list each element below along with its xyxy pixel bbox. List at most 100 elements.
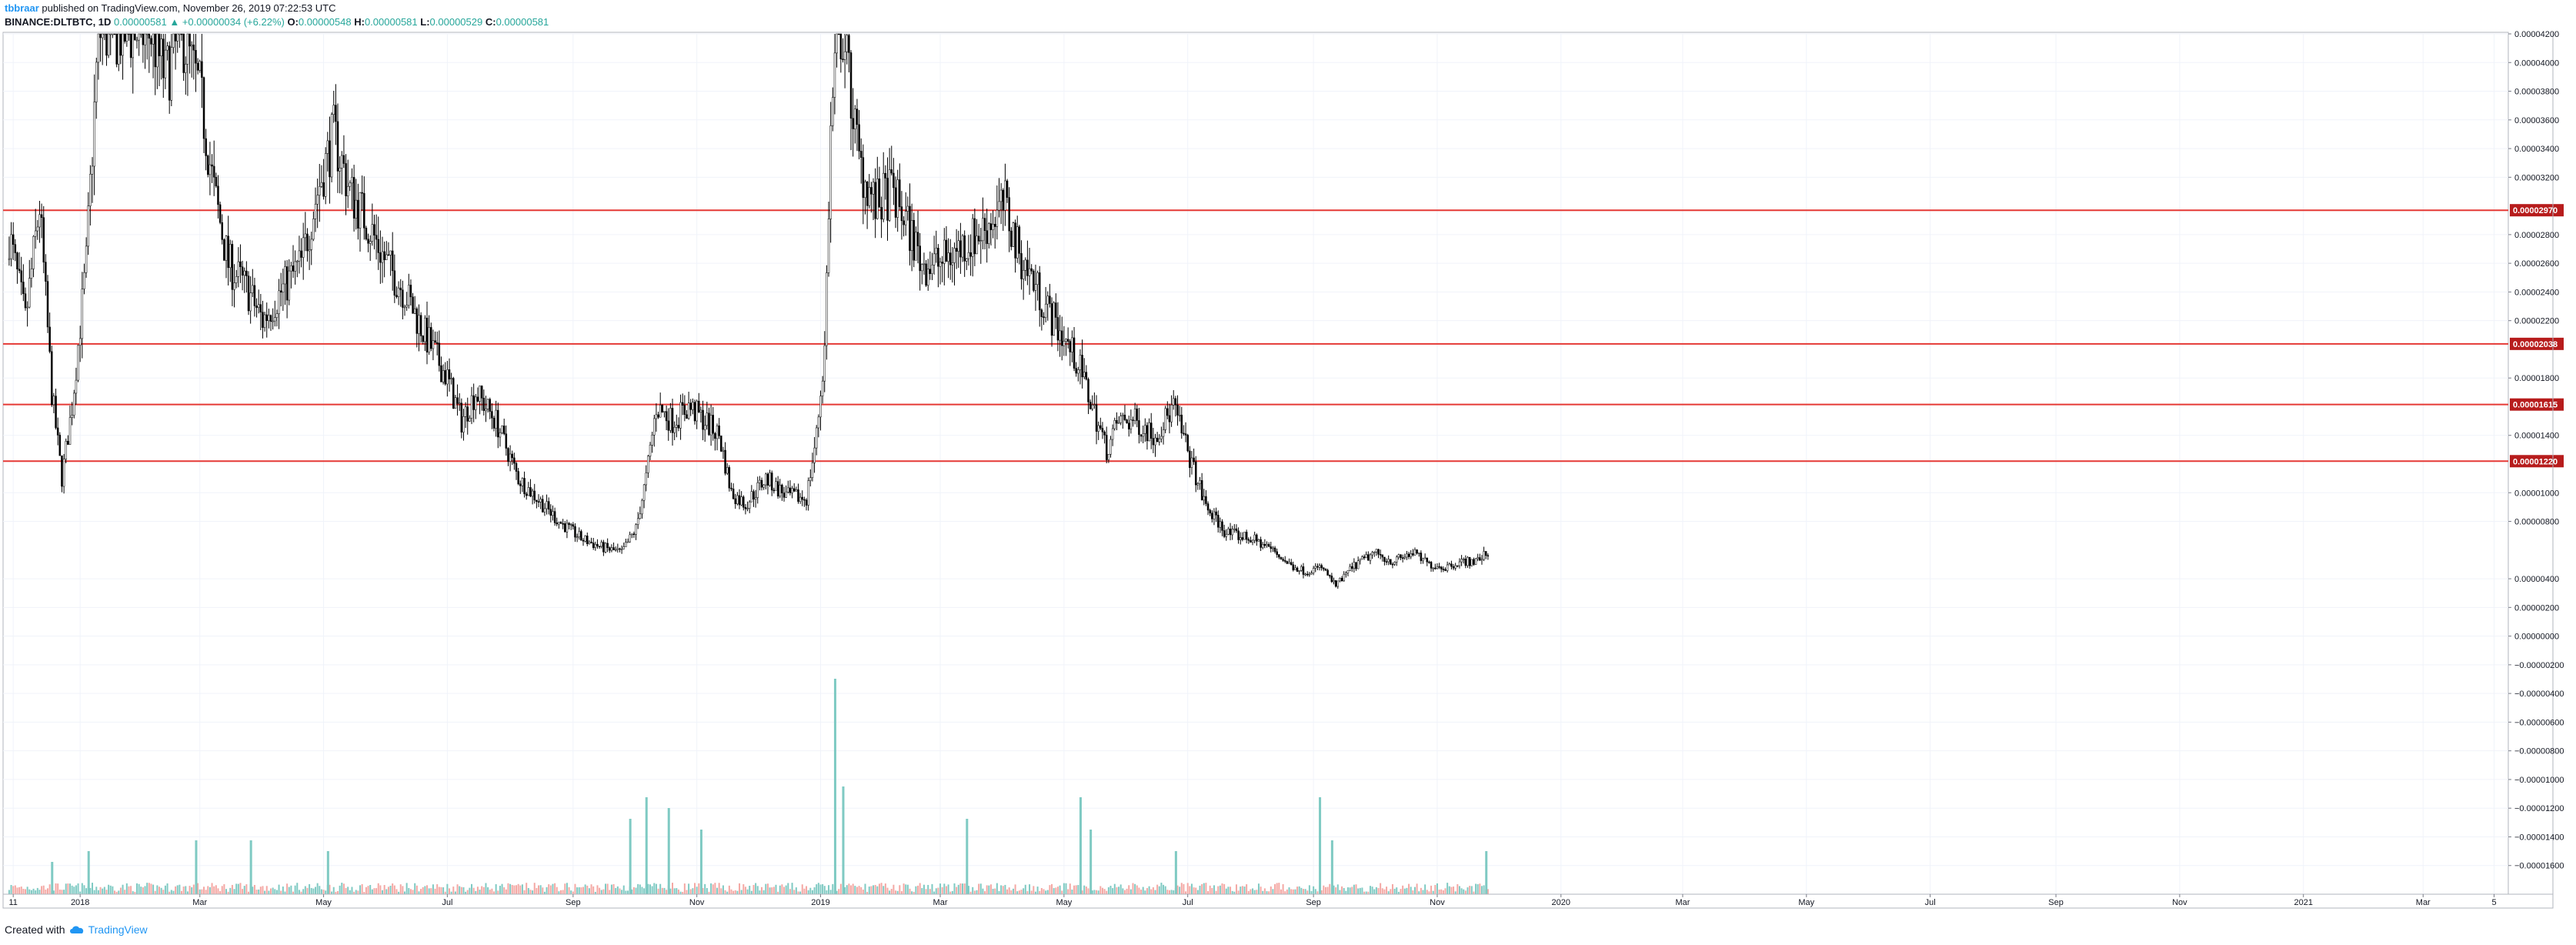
volume-bar	[325, 890, 327, 894]
candle-body	[1241, 537, 1244, 540]
volume-bar	[1067, 889, 1069, 894]
volume-bar	[761, 887, 763, 894]
close-value: 0.00000581	[496, 16, 549, 28]
candle-body	[385, 254, 388, 260]
candle-body	[355, 199, 357, 219]
volume-bar	[375, 888, 378, 894]
author-link[interactable]: tbbraar	[5, 2, 39, 14]
candle-body	[434, 340, 436, 343]
volume-bar	[242, 889, 244, 894]
volume-bar	[1252, 888, 1254, 894]
volume-bar	[469, 887, 471, 894]
volume-bar	[1190, 883, 1193, 894]
volume-bar	[777, 891, 779, 894]
volume-bar	[903, 883, 905, 894]
candle-body	[647, 456, 649, 473]
volume-bar	[169, 891, 171, 894]
candle-body	[718, 425, 720, 436]
volume-bar	[1310, 890, 1313, 894]
candle-body	[1440, 566, 1443, 569]
volume-bar	[554, 883, 556, 894]
y-tick-label: −0.00001400	[2514, 833, 2564, 842]
volume-bar	[1195, 887, 1197, 894]
volume-bar	[154, 890, 156, 894]
candle-body	[113, 33, 116, 35]
candle-body	[249, 292, 252, 312]
horizontal-levels[interactable]: 0.000029700.000020380.000016150.00001220…	[3, 0, 2564, 468]
volume-bar	[762, 890, 765, 894]
candle-body	[409, 285, 412, 298]
low-label: L:	[420, 16, 430, 28]
candle-body	[677, 425, 680, 429]
volume-bar	[809, 887, 812, 894]
volume-bar	[146, 883, 148, 894]
volume-bar	[1029, 884, 1031, 894]
symbol-name[interactable]: BINANCE:DLTBTC, 1D	[5, 16, 112, 28]
candle-body	[1397, 554, 1400, 558]
candle-body	[456, 397, 459, 404]
volume-bar	[588, 888, 590, 894]
candle-body	[1480, 559, 1483, 561]
time-axis[interactable]: 11 2018 Mar May Jul Sep Nov 2019 Mar May Jul Sep Nov…	[2, 893, 2554, 909]
y-tick-label: 0.00004200	[2514, 30, 2559, 39]
volume-spike	[645, 797, 648, 894]
level-label: 0.00002970	[2513, 206, 2558, 215]
candle-body	[199, 61, 201, 71]
volume-bar	[730, 889, 732, 894]
candle-body	[1225, 533, 1228, 537]
volume-bar	[963, 883, 966, 894]
volume-bar	[1097, 890, 1099, 894]
candle-body	[517, 471, 519, 485]
candle-body	[1365, 554, 1367, 559]
candle-body	[1340, 578, 1343, 581]
volume-bar	[309, 883, 311, 894]
candle-body	[1324, 569, 1327, 571]
candle-body	[635, 524, 637, 535]
candle-body	[913, 220, 916, 261]
volume-spike	[629, 819, 632, 894]
candle-body	[422, 336, 424, 342]
volume-bar	[398, 891, 400, 894]
candle-body	[1010, 230, 1013, 247]
candle-body	[983, 218, 986, 231]
volume-bar	[28, 889, 31, 894]
volume-bar	[10, 884, 12, 894]
volume-spike	[249, 840, 252, 894]
candle-body	[679, 402, 682, 429]
candle-body	[759, 479, 761, 483]
volume-bar	[1061, 890, 1063, 894]
volume-bar	[558, 891, 560, 894]
volume-bar	[807, 890, 809, 894]
open-value: 0.00000548	[298, 16, 352, 28]
volume-bar	[923, 884, 925, 894]
volume-bar	[1351, 887, 1353, 894]
candle-body	[128, 33, 130, 35]
volume-bar	[962, 883, 964, 894]
volume-bar	[1243, 887, 1246, 894]
candle-body	[811, 462, 814, 478]
volume-bar	[197, 883, 199, 894]
volume-bar	[864, 883, 866, 894]
volume-bar	[109, 885, 112, 894]
volume-bar	[466, 890, 469, 894]
candle-body	[586, 536, 589, 544]
volume-bar	[1221, 883, 1223, 894]
tradingview-link[interactable]: TradingView	[88, 923, 148, 936]
volume-bar	[1063, 883, 1065, 894]
volume-bar	[850, 885, 853, 894]
volume-bar	[342, 883, 345, 894]
candle-body	[1107, 453, 1110, 460]
candle-body	[30, 269, 33, 279]
candle-body	[738, 495, 741, 506]
candle-body	[444, 370, 446, 385]
candle-body	[1428, 561, 1430, 563]
price-axis[interactable]: 0.000042000.000040000.000038000.00003600…	[2508, 30, 2564, 908]
y-tick-label: 0.00000400	[2514, 575, 2559, 584]
volume-bar	[766, 883, 769, 894]
volume-bar	[1448, 886, 1450, 894]
volume-bar	[373, 888, 375, 894]
candle-body	[119, 33, 122, 56]
candle-body	[519, 483, 522, 486]
candle-body	[1413, 549, 1416, 556]
